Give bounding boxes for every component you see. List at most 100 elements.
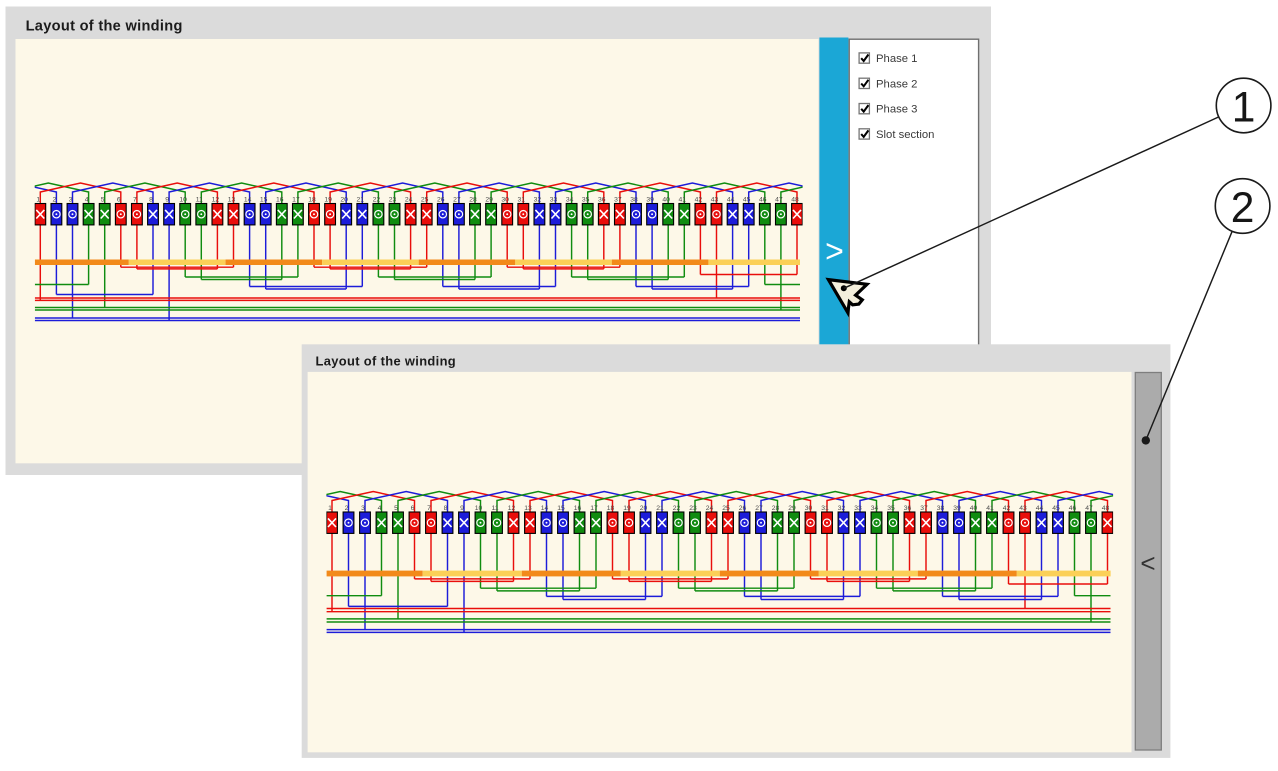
svg-text:37: 37 xyxy=(614,197,622,204)
svg-text:12: 12 xyxy=(212,197,220,204)
svg-text:21: 21 xyxy=(357,197,365,204)
svg-text:31: 31 xyxy=(821,505,829,512)
svg-text:22: 22 xyxy=(673,505,681,512)
svg-text:8: 8 xyxy=(444,505,448,512)
svg-text:10: 10 xyxy=(475,505,483,512)
svg-text:46: 46 xyxy=(1069,505,1077,512)
svg-text:8: 8 xyxy=(149,197,153,204)
svg-text:47: 47 xyxy=(775,197,783,204)
svg-text:38: 38 xyxy=(630,197,638,204)
svg-text:23: 23 xyxy=(689,505,697,512)
svg-text:26: 26 xyxy=(437,197,445,204)
svg-text:>: > xyxy=(825,233,844,269)
svg-text:33: 33 xyxy=(550,197,558,204)
svg-text:25: 25 xyxy=(722,505,730,512)
svg-text:Phase 3: Phase 3 xyxy=(876,104,917,116)
svg-text:9: 9 xyxy=(460,505,464,512)
svg-text:9: 9 xyxy=(165,197,169,204)
svg-text:22: 22 xyxy=(373,197,381,204)
svg-text:16: 16 xyxy=(276,197,284,204)
svg-text:21: 21 xyxy=(656,505,664,512)
svg-text:33: 33 xyxy=(854,505,862,512)
svg-text:11: 11 xyxy=(196,197,203,204)
svg-text:41: 41 xyxy=(986,505,994,512)
svg-text:14: 14 xyxy=(541,505,549,512)
svg-text:26: 26 xyxy=(739,505,747,512)
svg-text:48: 48 xyxy=(791,197,799,204)
svg-text:23: 23 xyxy=(389,197,397,204)
svg-text:15: 15 xyxy=(260,197,268,204)
svg-text:2: 2 xyxy=(53,197,57,204)
svg-text:43: 43 xyxy=(711,197,719,204)
svg-text:3: 3 xyxy=(361,505,365,512)
svg-text:3: 3 xyxy=(69,197,73,204)
svg-text:28: 28 xyxy=(772,505,780,512)
svg-text:6: 6 xyxy=(411,505,415,512)
svg-text:12: 12 xyxy=(508,505,516,512)
svg-text:34: 34 xyxy=(871,505,879,512)
svg-text:15: 15 xyxy=(557,505,565,512)
svg-text:11: 11 xyxy=(491,505,498,512)
svg-text:41: 41 xyxy=(679,197,687,204)
svg-text:28: 28 xyxy=(469,197,477,204)
svg-text:45: 45 xyxy=(1052,505,1060,512)
svg-text:24: 24 xyxy=(706,505,714,512)
svg-text:4: 4 xyxy=(378,505,382,512)
svg-text:Phase 2: Phase 2 xyxy=(876,78,917,90)
svg-text:10: 10 xyxy=(179,197,187,204)
svg-text:13: 13 xyxy=(524,505,532,512)
svg-text:43: 43 xyxy=(1019,505,1027,512)
svg-text:42: 42 xyxy=(695,197,703,204)
svg-text:40: 40 xyxy=(970,505,978,512)
svg-text:<: < xyxy=(1140,548,1155,578)
svg-text:14: 14 xyxy=(244,197,252,204)
svg-text:29: 29 xyxy=(788,505,796,512)
svg-text:4: 4 xyxy=(85,197,89,204)
svg-text:2: 2 xyxy=(345,505,349,512)
svg-text:13: 13 xyxy=(228,197,236,204)
svg-text:31: 31 xyxy=(518,197,526,204)
svg-text:1: 1 xyxy=(36,197,40,204)
svg-text:25: 25 xyxy=(421,197,429,204)
svg-text:Phase 1: Phase 1 xyxy=(876,53,917,65)
svg-text:17: 17 xyxy=(292,197,300,204)
svg-text:35: 35 xyxy=(582,197,590,204)
svg-text:37: 37 xyxy=(920,505,928,512)
svg-text:38: 38 xyxy=(937,505,945,512)
svg-text:5: 5 xyxy=(101,197,105,204)
svg-text:19: 19 xyxy=(324,197,332,204)
svg-text:7: 7 xyxy=(427,505,431,512)
svg-text:42: 42 xyxy=(1003,505,1011,512)
svg-text:35: 35 xyxy=(887,505,895,512)
svg-text:44: 44 xyxy=(1036,505,1044,512)
svg-text:18: 18 xyxy=(607,505,615,512)
svg-text:48: 48 xyxy=(1102,505,1110,512)
svg-text:32: 32 xyxy=(534,197,542,204)
svg-text:39: 39 xyxy=(646,197,654,204)
svg-text:7: 7 xyxy=(133,197,137,204)
svg-text:24: 24 xyxy=(405,197,413,204)
svg-text:36: 36 xyxy=(598,197,606,204)
svg-text:17: 17 xyxy=(590,505,598,512)
svg-text:Layout of the winding: Layout of the winding xyxy=(316,354,457,369)
svg-text:Slot section: Slot section xyxy=(876,129,934,141)
svg-text:1: 1 xyxy=(328,505,332,512)
svg-text:47: 47 xyxy=(1085,505,1093,512)
svg-text:46: 46 xyxy=(759,197,767,204)
svg-text:27: 27 xyxy=(755,505,763,512)
svg-text:45: 45 xyxy=(743,197,751,204)
svg-text:6: 6 xyxy=(117,197,121,204)
svg-text:16: 16 xyxy=(574,505,582,512)
svg-text:40: 40 xyxy=(662,197,670,204)
svg-text:27: 27 xyxy=(453,197,461,204)
svg-text:19: 19 xyxy=(623,505,631,512)
svg-text:36: 36 xyxy=(904,505,912,512)
svg-text:Layout of the winding: Layout of the winding xyxy=(26,18,183,34)
svg-text:44: 44 xyxy=(727,197,735,204)
svg-text:18: 18 xyxy=(308,197,316,204)
svg-text:32: 32 xyxy=(838,505,846,512)
svg-text:2: 2 xyxy=(1231,185,1255,232)
svg-text:39: 39 xyxy=(953,505,961,512)
svg-text:20: 20 xyxy=(340,197,348,204)
svg-text:34: 34 xyxy=(566,197,574,204)
